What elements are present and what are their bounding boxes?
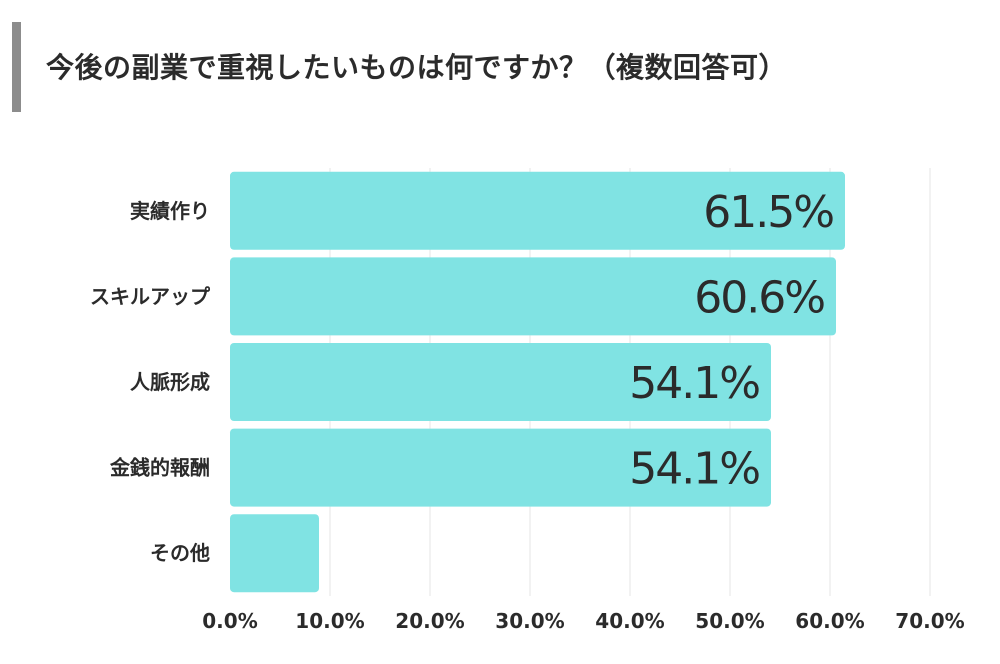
bar — [230, 514, 319, 593]
value-label: 60.6% — [694, 272, 824, 323]
bar — [230, 428, 771, 507]
value-label: 54.1% — [629, 358, 759, 409]
x-tick-label: 70.0% — [895, 609, 964, 633]
category-label: 人脈形成 — [130, 370, 210, 394]
x-tick-label: 0.0% — [202, 609, 257, 633]
category-label: スキルアップ — [90, 284, 211, 308]
value-label: 54.1% — [629, 444, 759, 495]
value-label: 61.5% — [703, 187, 833, 238]
x-tick-label: 60.0% — [795, 609, 864, 633]
chart-title: 今後の副業で重視したいものは何ですか？（複数回答可） — [46, 51, 788, 84]
bar — [230, 171, 845, 250]
x-tick-label: 40.0% — [595, 609, 664, 633]
category-label: 実績作り — [130, 199, 210, 223]
title-accent-bar — [12, 22, 21, 112]
x-tick-label: 10.0% — [295, 609, 364, 633]
category-label: 金銭的報酬 — [109, 456, 210, 480]
x-tick-label: 20.0% — [395, 609, 464, 633]
bar — [230, 257, 836, 336]
x-tick-label: 30.0% — [495, 609, 564, 633]
category-label: その他 — [150, 541, 210, 565]
x-tick-label: 50.0% — [695, 609, 764, 633]
bar — [230, 343, 771, 421]
